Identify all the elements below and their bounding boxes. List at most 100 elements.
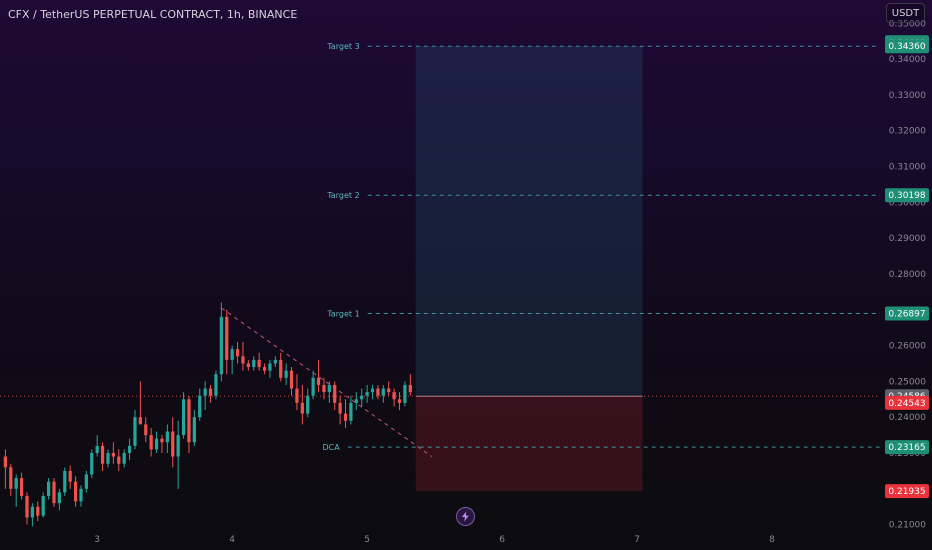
candle-body [52,481,56,504]
candle-body [289,370,294,389]
x-tick-label: 8 [769,535,775,545]
profit-zone [415,46,643,397]
y-tick-label: 0.25000 [889,377,926,387]
candle-body [252,359,256,368]
x-tick-label: 6 [499,535,505,545]
y-tick-label: 0.32000 [889,127,926,137]
candle-body [9,467,13,489]
price-badge [885,484,929,499]
price-badge [885,395,929,410]
candle-body [360,395,364,400]
candle-body [165,431,169,443]
candle-body [111,453,115,457]
candle-body [187,399,191,443]
candle-body [284,370,288,378]
candle-body [154,438,159,450]
candle-body [149,435,153,450]
candle-body [327,384,331,393]
candle-body [279,359,283,378]
candle-body [397,399,402,403]
candle-body [376,388,380,396]
price-badge-label: 0.24543 [888,399,925,409]
candle-body [57,492,62,504]
price-badge [885,306,929,321]
candle-body [181,399,186,436]
lightning-bolt-icon[interactable] [456,507,475,526]
candle-body [79,488,83,502]
candle-body [246,363,250,368]
candle-body [257,359,261,368]
candle-body [268,363,272,371]
candle-body [300,402,304,414]
candle-body [381,388,385,396]
price-badge-label: 0.21935 [888,487,925,497]
candle-body [90,453,94,475]
candle-body [273,359,277,364]
candle-body [106,453,110,464]
y-tick-label: 0.35000 [889,19,926,29]
candle-body [144,424,148,436]
candle-body [241,356,245,364]
candle-body [219,316,223,375]
candle-body [343,413,348,421]
candle-body [192,417,196,443]
candle-body [306,395,310,414]
currency-button[interactable]: USDT [886,3,925,23]
lightning-bolt-glyph [462,511,469,522]
candle-body [133,417,137,446]
trendline [221,307,433,457]
candle-body [262,367,267,371]
candle-body [127,445,132,454]
chart-title: CFX / TetherUS PERPETUAL CONTRACT, 1h, B… [8,8,298,21]
candle-body [46,481,51,496]
candle-body [392,392,396,400]
candle-body [225,316,229,360]
x-tick-label: 7 [634,535,640,545]
candle-body [100,445,105,464]
x-tick-label: 4 [229,535,235,545]
x-tick-label: 5 [364,535,370,545]
price-badge-label: 0.34360 [888,42,925,52]
y-tick-label: 0.24000 [889,413,926,423]
candle-body [41,495,45,516]
candle-body [322,384,326,393]
level-label: Target 3 [326,42,359,51]
candle-body [235,349,240,357]
candle-body [198,395,202,418]
candle-body [171,431,175,457]
candle-body [122,453,126,464]
x-tick-label: 3 [94,535,100,545]
price-badge [885,188,929,203]
candle-body [176,435,180,457]
candle-body [84,474,88,489]
y-tick-label: 0.28000 [889,270,926,280]
candle-body [14,478,18,489]
candle-body [25,495,29,518]
candle-body [311,377,315,396]
candle-body [408,384,412,393]
loss-zone [415,396,643,492]
y-tick-label: 0.21000 [889,521,926,531]
candle-body [403,384,407,403]
candle-body [63,470,67,493]
candle-body [230,349,234,360]
level-label: Target 1 [326,309,359,318]
candle-body [160,438,164,443]
y-tick-label: 0.30000 [889,198,926,208]
price-badge [885,39,929,54]
candle-body [349,402,353,421]
level-label: Target 2 [326,191,359,200]
price-badge-label: 0.23165 [888,443,925,453]
candle-body [117,456,121,464]
y-tick-label: 0.29000 [889,234,926,244]
candle-body [68,470,72,482]
price-badge-label: 0.30198 [888,191,925,201]
candle-body [208,388,213,396]
candle-body [214,374,218,396]
candle-body [316,377,321,385]
candle-body [19,478,24,496]
candle-body [73,481,78,502]
y-tick-label: 0.31000 [889,163,926,173]
